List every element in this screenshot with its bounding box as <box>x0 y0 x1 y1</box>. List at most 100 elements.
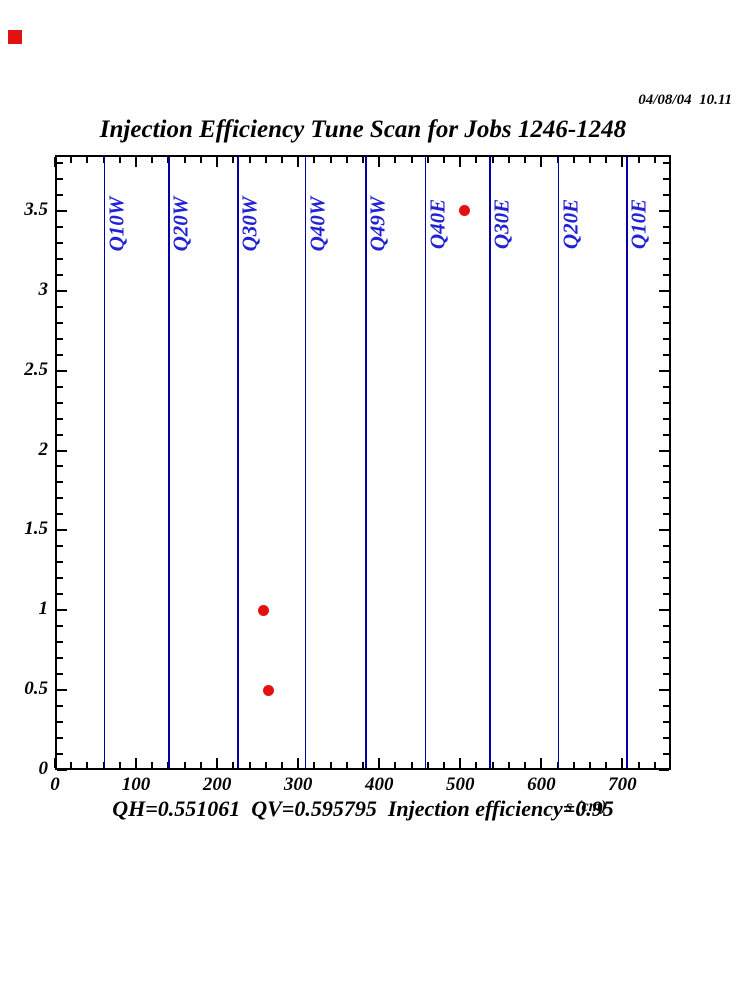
x-tick <box>605 157 608 163</box>
y-tick <box>663 641 669 644</box>
y-tick <box>663 465 669 468</box>
y-tick <box>659 209 669 212</box>
x-tick <box>378 157 381 167</box>
x-tick <box>216 758 219 768</box>
y-tick <box>57 369 67 372</box>
x-tick <box>394 762 397 768</box>
y-tick <box>57 385 63 388</box>
y-tick <box>57 561 63 564</box>
y-tick-label: 3.5 <box>24 198 48 220</box>
x-tick <box>183 157 186 163</box>
quad-line <box>424 157 427 768</box>
x-tick <box>313 157 316 163</box>
y-tick <box>57 433 63 436</box>
y-tick <box>57 657 63 660</box>
x-tick <box>605 762 608 768</box>
y-tick <box>57 481 63 484</box>
x-tick <box>507 762 510 768</box>
x-tick <box>410 762 413 768</box>
x-tick <box>507 157 510 163</box>
y-tick <box>57 673 63 676</box>
y-tick <box>57 209 67 212</box>
x-tick <box>264 762 267 768</box>
quad-line <box>237 157 239 768</box>
y-tick <box>663 401 669 404</box>
y-tick <box>659 289 669 292</box>
y-tick <box>57 689 67 692</box>
x-tick <box>118 157 121 163</box>
x-tick <box>653 157 656 163</box>
x-tick <box>118 762 121 768</box>
y-tick <box>57 257 63 260</box>
x-tick <box>232 157 235 163</box>
x-tick <box>297 157 300 167</box>
x-tick-label: 300 <box>283 774 313 795</box>
x-tick <box>345 762 348 768</box>
y-tick <box>57 705 63 708</box>
y-tick-label: 1 <box>38 598 49 620</box>
x-tick <box>70 762 73 768</box>
y-tick <box>663 593 669 596</box>
y-tick <box>659 609 669 612</box>
y-tick <box>57 545 63 548</box>
x-tick <box>540 157 543 167</box>
y-tick <box>57 721 63 724</box>
x-tick <box>280 762 283 768</box>
y-tick <box>663 433 669 436</box>
y-tick <box>663 721 669 724</box>
y-tick <box>57 641 63 644</box>
x-tick <box>588 762 591 768</box>
x-tick <box>248 762 251 768</box>
quad-line <box>489 157 491 768</box>
x-tick <box>637 157 640 163</box>
x-tick <box>475 762 478 768</box>
x-tick <box>86 762 89 768</box>
quad-line <box>626 157 628 768</box>
y-tick <box>57 401 63 404</box>
x-tick <box>588 157 591 163</box>
y-tick-label: 0 <box>38 758 49 779</box>
y-tick <box>57 625 63 628</box>
x-tick <box>378 758 381 768</box>
quad-label: Q20W <box>168 196 193 252</box>
x-tick <box>443 157 446 163</box>
y-tick <box>663 545 669 548</box>
y-tick <box>57 177 63 180</box>
y-tick <box>663 705 669 708</box>
quad-label: Q20E <box>558 198 583 250</box>
x-tick <box>183 762 186 768</box>
x-tick <box>524 762 527 768</box>
y-tick <box>663 241 669 244</box>
x-axis-label: s (cm) <box>566 798 607 815</box>
y-tick <box>663 417 669 420</box>
y-tick <box>57 353 63 356</box>
y-tick <box>57 769 67 771</box>
page-marker-icon <box>8 30 22 44</box>
quad-label: Q40W <box>305 196 330 252</box>
x-tick <box>70 157 73 163</box>
y-tick-label: 1.5 <box>24 518 48 540</box>
quad-label: Q49W <box>365 196 390 252</box>
x-tick <box>572 157 575 163</box>
y-tick <box>663 625 669 628</box>
y-tick <box>57 529 67 532</box>
y-tick <box>663 225 669 228</box>
x-tick-label: 600 <box>527 774 556 795</box>
data-point <box>257 604 269 616</box>
y-tick <box>57 321 63 324</box>
data-point <box>458 205 470 217</box>
x-tick <box>264 157 267 163</box>
quad-label: Q10E <box>626 198 651 250</box>
y-tick <box>663 161 669 164</box>
x-tick <box>540 758 543 768</box>
quad-label: Q10W <box>104 196 129 252</box>
x-tick <box>572 762 575 768</box>
data-point <box>262 684 274 696</box>
chart-title: Injection Efficiency Tune Scan for Jobs … <box>99 116 627 143</box>
y-tick <box>57 449 67 452</box>
x-tick <box>199 762 202 768</box>
y-tick <box>663 257 669 260</box>
y-tick <box>663 737 669 740</box>
x-tick <box>653 762 656 768</box>
